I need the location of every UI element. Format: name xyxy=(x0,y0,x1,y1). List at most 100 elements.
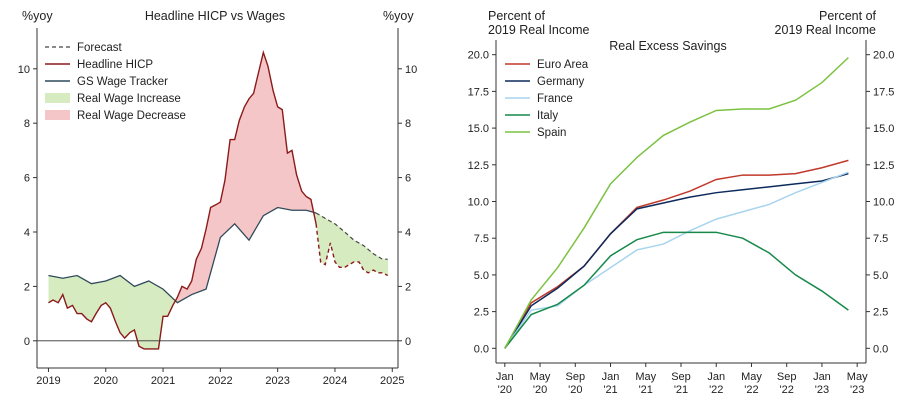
x-tick-label: 2023 xyxy=(265,375,289,387)
x-tick-label: May '21 xyxy=(635,371,656,396)
x-tick-label: 2024 xyxy=(323,375,347,387)
x-tick-label-line: May xyxy=(530,371,551,383)
y-tick-label-right: 12.5 xyxy=(873,160,894,172)
y-tick-label-right: 8 xyxy=(405,118,411,130)
y-tick-label-left: 12.5 xyxy=(468,160,489,172)
legend-label: GS Wage Tracker xyxy=(77,76,168,88)
y-tick-label-left: 4 xyxy=(24,227,30,239)
left-chart-title: Headline HICP vs Wages xyxy=(145,9,285,23)
y-tick-label-right: 4 xyxy=(405,227,411,239)
legend-label: Euro Area xyxy=(537,59,589,71)
x-tick-label-line: '21 xyxy=(674,384,688,396)
y-tick-label-left: 0 xyxy=(24,336,30,348)
y-tick-label-right: 20.0 xyxy=(873,50,894,62)
x-tick-label-line: Sep xyxy=(671,371,691,383)
y-tick-label-left: 6 xyxy=(24,173,30,185)
x-tick-label: Sep '22 xyxy=(777,371,797,396)
x-tick-label-line: May xyxy=(635,371,656,383)
wage-forecast-line xyxy=(315,212,388,260)
right-chart-ticks: 0.0 0.0 2.5 2.5 5.0 5.0 7.5 7.5 10.0 10.0 12.5 12.5… xyxy=(468,50,895,396)
right-chart: Real Excess Savings Percent of 2019 Real … xyxy=(468,9,895,396)
right-chart-lines xyxy=(504,57,849,349)
right-chart-left-unit-label: Percent of 2019 Real Income xyxy=(488,9,590,37)
x-tick-label: Sep '21 xyxy=(671,371,691,396)
x-tick-label-line: May xyxy=(847,371,868,383)
x-tick-label-line: '22 xyxy=(780,384,794,396)
y-tick-label-left: 10 xyxy=(18,64,30,76)
y-tick-label-left: 7.5 xyxy=(474,233,489,245)
legend-label: Forecast xyxy=(77,42,123,54)
x-tick-label: Jan '21 xyxy=(602,371,620,396)
x-tick-label: 2022 xyxy=(208,375,232,387)
x-tick-label-line: '20 xyxy=(498,384,512,396)
y-tick-label-left: 5.0 xyxy=(474,270,489,282)
x-tick-label: 2021 xyxy=(151,375,175,387)
right-chart-right-unit-label: Percent of 2019 Real Income xyxy=(775,9,877,37)
x-tick-label: Sep '20 xyxy=(565,371,585,396)
y-tick-label-right: 10 xyxy=(405,64,417,76)
x-tick-label: Jan '20 xyxy=(496,371,514,396)
y-tick-label-right: 17.5 xyxy=(873,86,894,98)
legend-label: Headline HICP xyxy=(77,59,153,71)
left-chart-lines xyxy=(48,49,389,350)
series-line-france xyxy=(504,171,849,349)
series-line-euro-area xyxy=(504,159,849,349)
series-line-spain xyxy=(504,57,849,349)
x-tick-label-line: '22 xyxy=(709,384,723,396)
y-tick-label-left: 8 xyxy=(24,118,30,130)
x-tick-label-line: Jan xyxy=(707,371,725,383)
x-tick-label-line: '20 xyxy=(533,384,547,396)
legend-label: Real Wage Decrease xyxy=(77,110,186,122)
y-tick-label-right: 2 xyxy=(405,281,411,293)
unit-label-line: Percent of xyxy=(488,9,546,23)
right-chart-legend: Euro Area Germany France Italy Spain xyxy=(505,59,589,139)
right-chart-title: Real Excess Savings xyxy=(609,39,726,53)
x-tick-label-line: '20 xyxy=(568,384,582,396)
x-tick-label-line: '21 xyxy=(603,384,617,396)
y-tick-label-left: 17.5 xyxy=(468,86,489,98)
legend-swatch-increase xyxy=(45,93,70,103)
gs-wage-tracker-line xyxy=(48,206,317,304)
hicp-forecast-line xyxy=(315,223,389,277)
y-tick-label-left: 0.0 xyxy=(474,343,489,355)
y-tick-label-right: 6 xyxy=(405,173,411,185)
right-chart-axes xyxy=(495,40,867,364)
legend-label: Germany xyxy=(537,76,585,88)
headline-hicp-line xyxy=(48,49,317,350)
legend-label: Spain xyxy=(537,127,566,139)
x-tick-label: 2020 xyxy=(94,375,118,387)
unit-label-line: 2019 Real Income xyxy=(488,23,590,37)
y-tick-label-right: 15.0 xyxy=(873,123,894,135)
x-tick-label-line: '21 xyxy=(639,384,653,396)
left-chart-right-unit-label: %yoy xyxy=(383,9,414,23)
unit-label-line: 2019 Real Income xyxy=(775,23,877,37)
legend-swatch-decrease xyxy=(45,110,70,120)
y-tick-label-right: 10.0 xyxy=(873,197,894,209)
left-chart-legend: Forecast Headline HICP GS Wage Tracker Real… xyxy=(45,42,186,122)
x-tick-label-line: '23 xyxy=(815,384,829,396)
y-tick-label-right: 7.5 xyxy=(873,233,888,245)
y-tick-label-right: 0 xyxy=(405,336,411,348)
x-tick-label-line: Sep xyxy=(777,371,797,383)
series-line-germany xyxy=(504,172,849,349)
x-tick-label: Jan '22 xyxy=(707,371,725,396)
legend-label: France xyxy=(537,93,573,105)
x-tick-label-line: '22 xyxy=(744,384,758,396)
x-tick-label-line: Sep xyxy=(565,371,585,383)
x-tick-label: May '23 xyxy=(847,371,868,396)
y-tick-label-right: 2.5 xyxy=(873,307,888,319)
x-tick-label-line: May xyxy=(741,371,762,383)
left-chart-left-unit-label: %yoy xyxy=(22,9,53,23)
y-tick-label-left: 2.5 xyxy=(474,307,489,319)
x-tick-label: May '22 xyxy=(741,371,762,396)
y-tick-label-left: 15.0 xyxy=(468,123,489,135)
x-tick-label-line: '23 xyxy=(850,384,864,396)
y-tick-label-left: 20.0 xyxy=(468,50,489,62)
x-tick-label: May '20 xyxy=(530,371,551,396)
x-tick-label: Jan '23 xyxy=(813,371,831,396)
x-tick-label-line: Jan xyxy=(602,371,620,383)
series-line-italy xyxy=(504,231,849,349)
left-chart: Headline HICP vs Wages %yoy %yoy 0 0 2 2 4 4 6… xyxy=(18,9,418,387)
left-chart-ticks: 0 0 2 2 4 4 6 6 8 8 10 10 2019 2020 2021 2022 2023 2024 20… xyxy=(18,64,418,387)
